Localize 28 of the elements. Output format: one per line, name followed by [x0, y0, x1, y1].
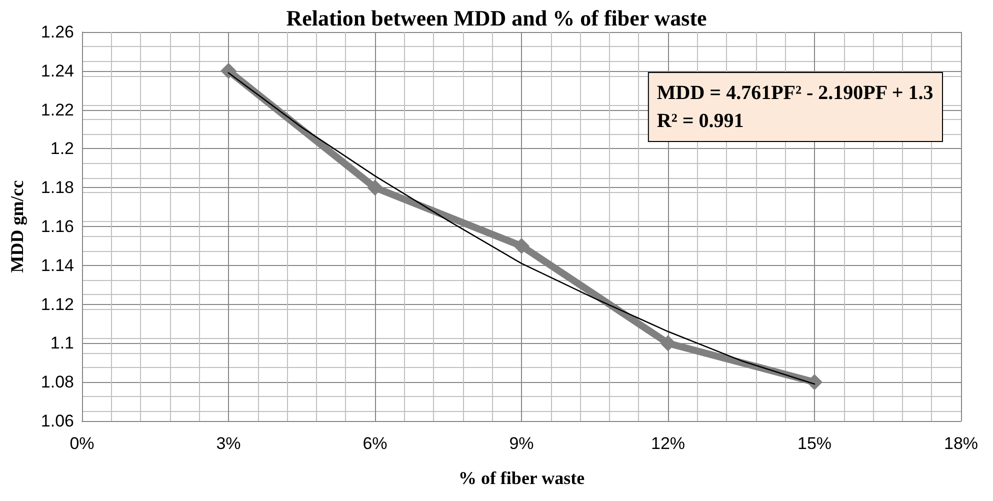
point [367, 180, 383, 196]
y-tick-label: 1.12 [40, 294, 74, 314]
point [806, 374, 822, 390]
x-axis-title: % of fiber waste [458, 468, 585, 488]
point [220, 62, 236, 79]
x-tick-label: 3% [216, 434, 241, 453]
y-tick-label: 1.22 [40, 100, 74, 120]
x-tick-label: 18% [944, 434, 978, 453]
point [514, 238, 530, 254]
y-axis-title: MDD gm/cc [7, 180, 27, 273]
y-tick-label: 1.06 [40, 412, 74, 430]
y-tick-label: 1.14 [40, 256, 74, 275]
y-tick-label: 1.26 [40, 22, 74, 42]
chart-title: Relation between MDD and % of fiber waste [286, 6, 708, 30]
y-tick-label: 1.08 [40, 372, 74, 392]
x-tick-label: 15% [797, 434, 832, 453]
x-tick-label: 9% [509, 434, 534, 453]
y-tick-label: 1.2 [50, 139, 74, 158]
y-tick-label: 1.16 [40, 217, 74, 236]
point [660, 335, 676, 352]
annotation: R² = 0.991 [656, 110, 744, 132]
annotation: MDD = 4.761PF² - 2.190PF + 1.3 [656, 82, 934, 104]
x-tick-label: 6% [362, 434, 388, 453]
x-tick-label: 0% [70, 434, 94, 453]
x-tick-label: 12% [650, 434, 686, 453]
y-tick-label: 1.24 [40, 61, 74, 80]
y-tick-label: 1.18 [40, 178, 74, 198]
y-tick-label: 1.1 [50, 334, 74, 353]
